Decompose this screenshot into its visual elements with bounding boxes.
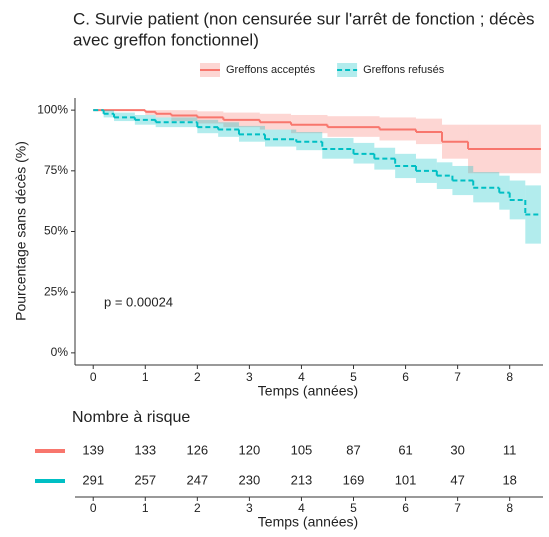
x-tick-label: 6: [402, 370, 409, 384]
confidence-band: [238, 125, 266, 142]
confidence-band: [436, 162, 453, 190]
x-tick-label: 5: [350, 370, 357, 384]
chart-title: avec greffon fonctionnel): [73, 30, 259, 49]
confidence-band: [499, 175, 510, 210]
risk-count: 101: [395, 472, 417, 487]
risk-table-title: Nombre à risque: [72, 409, 190, 426]
risk-count: 139: [82, 442, 104, 457]
risk-count: 30: [450, 442, 464, 457]
risk-count: 47: [450, 472, 464, 487]
legend-label: Greffons refusés: [363, 64, 445, 76]
chart-title: C. Survie patient (non censurée sur l'ar…: [73, 9, 535, 28]
y-tick-label: 100%: [37, 102, 68, 116]
y-tick-label: 75%: [44, 163, 68, 177]
x-tick-label: 8: [506, 501, 513, 515]
x-tick-label: 1: [142, 370, 149, 384]
y-axis-title: Pourcentage sans décès (%): [13, 141, 29, 321]
risk-count: 291: [82, 472, 104, 487]
x-tick-label: 4: [298, 501, 305, 515]
x-tick-label: 1: [142, 501, 149, 515]
risk-count: 230: [239, 472, 261, 487]
annotation: p = 0.00024: [104, 294, 173, 309]
x-tick-label: 7: [454, 501, 461, 515]
risk-count: 61: [398, 442, 412, 457]
x-axis-title: Temps (années): [258, 514, 358, 530]
risk-count: 11: [503, 442, 517, 457]
x-tick-label: 2: [194, 501, 201, 515]
x-tick-label: 5: [350, 501, 357, 515]
confidence-band: [509, 180, 526, 220]
risk-count: 126: [186, 442, 208, 457]
risk-count: 133: [134, 442, 156, 457]
x-tick-label: 6: [402, 501, 409, 515]
confidence-band: [296, 131, 323, 151]
risk-count: 87: [346, 442, 360, 457]
risk-count: 169: [343, 472, 365, 487]
y-tick-label: 0%: [51, 345, 69, 359]
y-tick-label: 25%: [44, 284, 68, 298]
x-tick-label: 4: [298, 370, 305, 384]
x-tick-label: 3: [246, 370, 253, 384]
confidence-band: [265, 129, 297, 147]
y-tick-label: 50%: [44, 224, 68, 238]
x-tick-label: 0: [90, 501, 97, 515]
risk-count: 213: [291, 472, 313, 487]
confidence-band: [525, 185, 541, 244]
x-tick-label: 0: [90, 370, 97, 384]
legend-label: Greffons acceptés: [226, 64, 316, 76]
risk-count: 257: [134, 472, 156, 487]
x-tick-label: 3: [246, 501, 253, 515]
x-tick-label: 7: [454, 370, 461, 384]
risk-count: 105: [291, 442, 313, 457]
confidence-band: [103, 110, 115, 118]
risk-count: 120: [239, 442, 261, 457]
risk-count: 247: [186, 472, 208, 487]
x-tick-label: 8: [506, 370, 513, 384]
x-axis-title: Temps (années): [258, 383, 358, 399]
risk-count: 18: [502, 472, 516, 487]
x-tick-label: 2: [194, 370, 201, 384]
confidence-band: [322, 138, 354, 159]
